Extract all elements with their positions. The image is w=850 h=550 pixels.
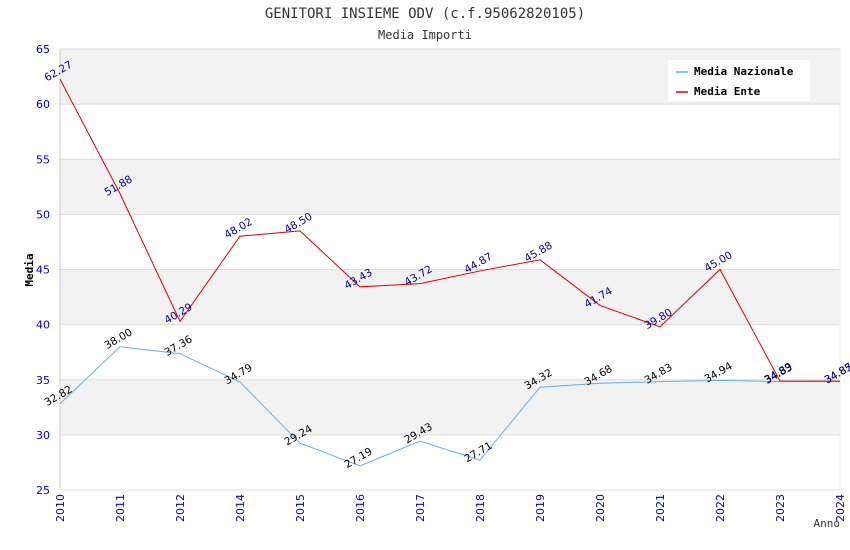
x-tick-label: 2019 (534, 494, 547, 522)
y-tick-label: 40 (36, 319, 50, 332)
x-tick-label: 2022 (714, 494, 727, 522)
y-tick-label: 55 (36, 153, 50, 166)
legend-label-media-nazionale: Media Nazionale (694, 65, 794, 78)
x-tick-label: 2014 (234, 494, 247, 522)
y-tick-label: 30 (36, 429, 50, 442)
legend-label-media-ente: Media Ente (694, 85, 761, 98)
y-tick-label: 60 (36, 98, 50, 111)
legend: Media Nazionale Media Ente (668, 60, 810, 101)
x-tick-label: 2021 (654, 494, 667, 522)
plot-band (60, 159, 840, 215)
x-tick-label: 2011 (114, 494, 127, 522)
y-tick-label: 50 (36, 208, 50, 221)
chart-subtitle: Media Importi (378, 28, 472, 42)
plot-band (60, 324, 840, 380)
series-lines (59, 78, 841, 467)
x-axis-ticks: 2010 2011 2012 2014 2015 2016 2017 2018 2019 2020… (54, 494, 847, 522)
series-line-media-nazionale (59, 346, 841, 467)
y-tick-label: 25 (36, 484, 50, 497)
x-tick-label: 2015 (294, 494, 307, 522)
plot-band (60, 104, 840, 160)
plot-band (60, 434, 840, 490)
x-tick-label: 2012 (174, 494, 187, 522)
x-tick-label: 2023 (774, 494, 787, 522)
plot-band (60, 214, 840, 270)
y-tick-label: 45 (36, 264, 50, 277)
x-tick-label: 2024 (834, 494, 847, 522)
plot-band (60, 379, 840, 435)
x-tick-label: 2010 (54, 494, 67, 522)
y-axis-label: Media (23, 253, 36, 286)
y-tick-label: 65 (36, 43, 50, 56)
legend-box (668, 60, 810, 101)
chart-title: GENITORI INSIEME ODV (c.f.95062820105) (265, 6, 585, 22)
x-tick-label: 2018 (474, 494, 487, 522)
grid-lines (59, 48, 841, 491)
x-tick-label: 2017 (414, 494, 427, 522)
y-tick-label: 35 (36, 374, 50, 387)
x-tick-label: 2020 (594, 494, 607, 522)
series-line-media-ente (59, 78, 841, 382)
x-tick-label: 2016 (354, 494, 367, 522)
y-axis-ticks: 25 30 35 40 45 50 55 60 65 (36, 43, 50, 497)
x-axis-label: Anno (814, 517, 841, 530)
